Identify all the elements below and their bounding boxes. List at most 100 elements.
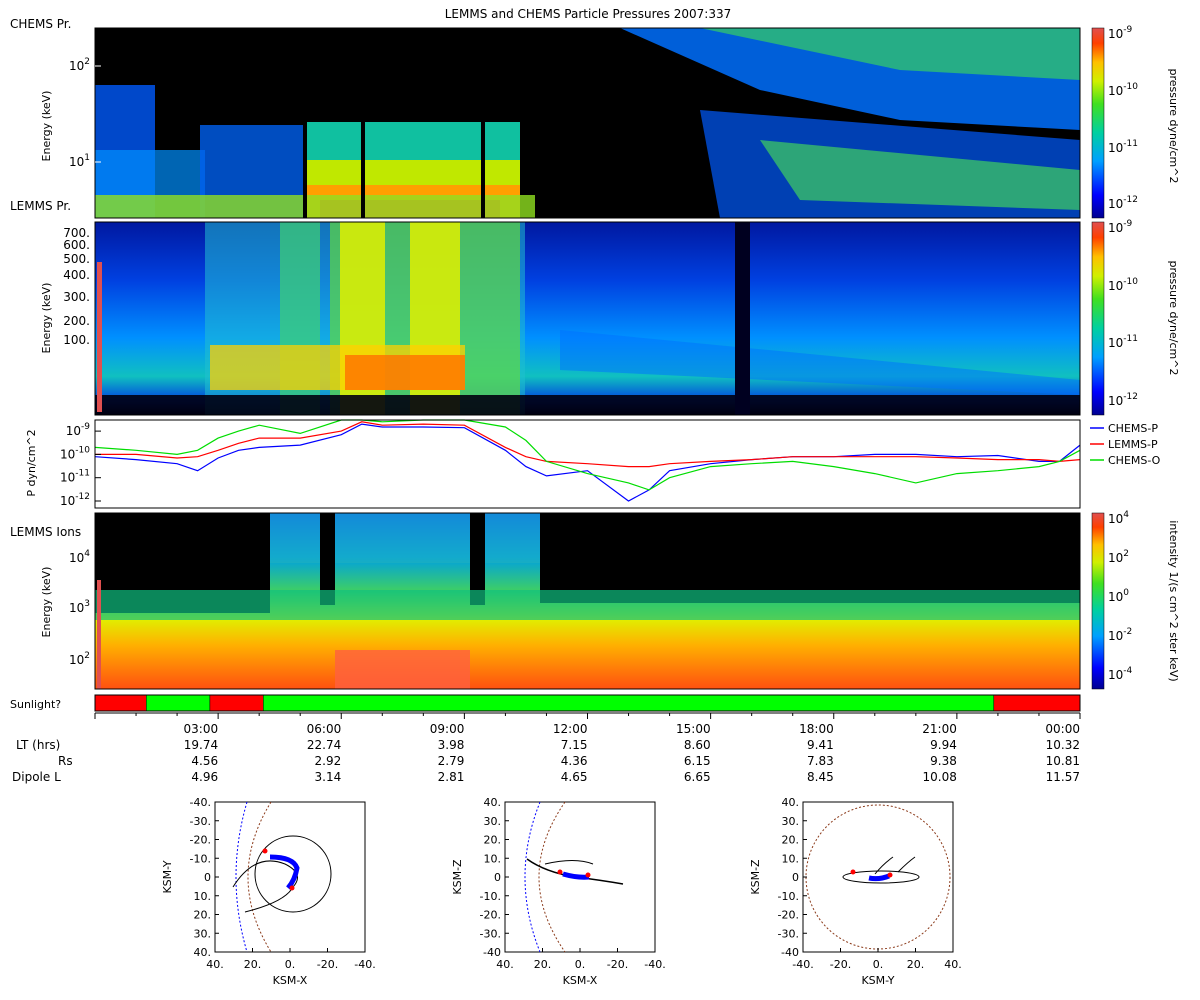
ions-ytick-label: 103 bbox=[69, 599, 90, 615]
orbit-xtick-label: 0. bbox=[873, 958, 884, 971]
pressure-ytick-label: 10-12 bbox=[60, 492, 90, 508]
lemms-ytick-label: 400. bbox=[63, 268, 90, 282]
orbit-ylabel: KSM-Y bbox=[161, 860, 174, 893]
orbit-ytick-label: -40. bbox=[190, 796, 211, 809]
ions-panel: LEMMS Ions Energy (keV) 104 103 102 104 … bbox=[10, 510, 1180, 690]
ephemeris-value: 2.92 bbox=[315, 754, 342, 768]
lemms-ytick-label: 600. bbox=[63, 238, 90, 252]
lemms-cbar-tick: 10-9 bbox=[1108, 219, 1133, 235]
lemms-cbar-label: pressure dyne/cm^2 bbox=[1167, 261, 1180, 376]
sunlight-segments bbox=[94, 694, 1081, 712]
chems-plot-frame bbox=[94, 27, 1081, 219]
orbit-plot-xy: -40. -30. -20. -10. 0 10. 20. 30. 40.40. 20. 0. -20… bbox=[161, 796, 376, 987]
series-line-chems-p bbox=[94, 423, 1081, 502]
ephemeris-value: 19.74 bbox=[184, 738, 218, 752]
chems-cbar-tick: 10-11 bbox=[1108, 139, 1138, 155]
legend-chems-o: CHEMS-O bbox=[1108, 454, 1161, 467]
ephemeris-value: 3.14 bbox=[315, 770, 342, 784]
ions-colorbar: 104 102 100 10-2 10-4 intensity 1/(s cm^… bbox=[1091, 510, 1180, 690]
orbit-yz-ring bbox=[842, 870, 920, 884]
ephemeris-value: 9.94 bbox=[930, 738, 957, 752]
orbit-ytick-label: 30. bbox=[484, 815, 502, 828]
orbit-xtick-label: -40. bbox=[644, 958, 665, 971]
ephemeris-row-label: Dipole L bbox=[12, 770, 61, 784]
ephemeris-value: 9.38 bbox=[930, 754, 957, 768]
lemms-ytick-label: 700. bbox=[63, 226, 90, 240]
orbit-plots: -40. -30. -20. -10. 0 10. 20. 30. 40. 40. 20. 0. -20… bbox=[161, 796, 962, 987]
legend-chems-p: CHEMS-P bbox=[1108, 422, 1158, 435]
chems-panel-label: CHEMS Pr. bbox=[10, 17, 71, 31]
lemms-cbar-tick: 10-10 bbox=[1108, 277, 1138, 293]
ions-cbar-tick: 102 bbox=[1108, 549, 1129, 565]
orbit-ylabel: KSM-Z bbox=[451, 859, 464, 895]
ephemeris-value: 10.32 bbox=[1046, 738, 1080, 752]
ephemeris-value: 2.81 bbox=[438, 770, 465, 784]
ions-colorbar-gradient bbox=[1091, 512, 1105, 690]
orbit-xlabel: KSM-Y bbox=[861, 974, 894, 987]
time-tick-label: 06:00 bbox=[307, 722, 342, 736]
chems-panel: CHEMS Pr. Energy (keV) 102 101 bbox=[10, 17, 1180, 219]
shadow-segment bbox=[993, 694, 1081, 712]
figure-title: LEMMS and CHEMS Particle Pressures 2007:… bbox=[445, 7, 732, 21]
ephemeris-value: 8.60 bbox=[684, 738, 711, 752]
orbit-ytick-label: -30. bbox=[190, 815, 211, 828]
orbit-plot-yz: 40. 30. 20. 10. 0 -10. -20. -30. -40-40. -20. 0. 20… bbox=[749, 796, 962, 987]
orbit-xtick-label: -40. bbox=[792, 958, 813, 971]
legend-lemms-p: LEMMS-P bbox=[1108, 438, 1158, 451]
orbit-xtick-label: 0. bbox=[575, 958, 586, 971]
chems-cbar-tick: 10-12 bbox=[1108, 195, 1138, 211]
time-tick-label: 00:00 bbox=[1045, 722, 1080, 736]
ephemeris-value: 7.15 bbox=[561, 738, 588, 752]
sunlight-frame bbox=[94, 694, 1081, 712]
lemms-panel-label: LEMMS Pr. bbox=[10, 199, 71, 213]
orbit-xz-trajectory-2 bbox=[544, 860, 594, 865]
time-tick-label: 12:00 bbox=[553, 722, 588, 736]
chems-colorbar-gradient bbox=[1091, 27, 1105, 219]
sunlit-segment bbox=[263, 694, 995, 712]
ephemeris-value: 7.83 bbox=[807, 754, 834, 768]
chems-ylabel: Energy (keV) bbox=[40, 91, 53, 162]
ephemeris-table: LT (hrs) 19.74 22.74 3.98 7.15 8.60 9.41 9.94 10… bbox=[12, 738, 1080, 784]
ephemeris-value: 4.56 bbox=[191, 754, 218, 768]
lemms-heatmap bbox=[95, 222, 1080, 415]
lemms-ytick-label: 300. bbox=[63, 290, 90, 304]
sunlit-segment bbox=[146, 694, 211, 712]
ions-ylabel: Energy (keV) bbox=[40, 567, 53, 638]
orbit-xz-magnetopause bbox=[538, 801, 566, 953]
orbit-yz-track bbox=[868, 873, 890, 882]
time-tick-label: 18:00 bbox=[799, 722, 834, 736]
orbit-xtick-label: -20. bbox=[830, 958, 851, 971]
chems-colorbar: 10-9 10-10 10-11 10-12 pressure dyne/cm^… bbox=[1091, 25, 1180, 219]
chems-ytick-label: 101 bbox=[69, 153, 90, 169]
orbit-ytick-label: -20. bbox=[480, 909, 501, 922]
orbit-ytick-label: 10. bbox=[194, 890, 212, 903]
chems-yticks: 102 101 bbox=[69, 57, 101, 169]
orbit-ytick-label: 0 bbox=[204, 871, 211, 884]
orbit-ylabel: KSM-Z bbox=[749, 859, 762, 895]
orbit-ytick-label: 40. bbox=[782, 796, 800, 809]
orbit-ytick-label: 20. bbox=[782, 834, 800, 847]
ions-plot-frame bbox=[94, 512, 1081, 690]
ephemeris-row-label: LT (hrs) bbox=[16, 738, 60, 752]
orbit-xtick-label: -40. bbox=[354, 958, 375, 971]
orbit-xlabel: KSM-X bbox=[273, 974, 308, 987]
ions-heatmap bbox=[95, 513, 1080, 689]
lemms-colorbar: 10-9 10-10 10-11 10-12 pressure dyne/cm^… bbox=[1091, 219, 1180, 416]
time-tick-label: 09:00 bbox=[430, 722, 465, 736]
orbit-ytick-label: -20. bbox=[190, 834, 211, 847]
ephemeris-value: 6.15 bbox=[684, 754, 711, 768]
orbit-ytick-label: -10. bbox=[778, 890, 799, 903]
lemms-ytick-label: 100. bbox=[63, 333, 90, 347]
ions-panel-label: LEMMS Ions bbox=[10, 525, 81, 539]
ions-ytick-label: 102 bbox=[69, 651, 90, 667]
orbit-ytick-label: 30. bbox=[782, 815, 800, 828]
orbit-ytick-label: -30. bbox=[480, 927, 501, 940]
pressure-ytick-label: 10-10 bbox=[60, 445, 90, 461]
orbit-xtick-label: 20. bbox=[244, 958, 262, 971]
pressure-yticks: 10-9 10-10 10-11 10-12 bbox=[60, 422, 101, 508]
ions-cbar-tick: 104 bbox=[1108, 510, 1129, 526]
chems-ytick-label: 102 bbox=[69, 57, 90, 73]
chems-cbar-label: pressure dyne/cm^2 bbox=[1167, 69, 1180, 184]
orbit-xtick-label: 40. bbox=[496, 958, 514, 971]
